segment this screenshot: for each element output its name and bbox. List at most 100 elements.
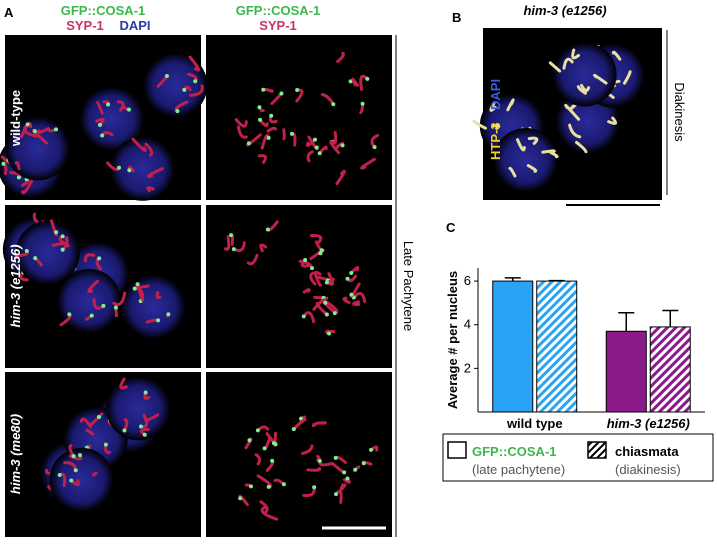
stain-label: DAPI: [488, 79, 503, 110]
chromosome: [317, 423, 326, 424]
side-label: Diakinesis: [672, 82, 687, 142]
focus: [325, 312, 329, 316]
chromosome: [543, 151, 554, 153]
focus: [61, 234, 65, 238]
focus: [33, 129, 37, 133]
focus: [175, 109, 179, 113]
nucleus: [553, 43, 617, 107]
focus: [72, 454, 76, 458]
focus: [74, 468, 78, 472]
panel-label: C: [446, 220, 456, 235]
focus: [345, 477, 349, 481]
stain-label: HTP-3: [488, 122, 503, 160]
focus: [365, 77, 369, 81]
focus: [361, 102, 365, 106]
row-label: him-3 (e1256): [8, 244, 23, 327]
bar: [650, 327, 690, 412]
header: GFP::COSA-1: [236, 3, 321, 18]
y-tick-label: 4: [464, 317, 471, 332]
focus: [182, 88, 186, 92]
focus: [58, 473, 62, 477]
focus: [104, 443, 108, 447]
focus: [166, 312, 170, 316]
focus: [258, 118, 262, 122]
micrograph: [206, 35, 392, 200]
focus: [33, 256, 37, 260]
bar: [493, 281, 533, 412]
focus: [100, 134, 104, 138]
focus: [362, 461, 366, 465]
focus: [114, 306, 118, 310]
focus: [229, 233, 233, 237]
row-label: him-3 (me80): [8, 414, 23, 494]
focus: [349, 271, 353, 275]
focus: [290, 132, 294, 136]
focus: [101, 304, 105, 308]
focus: [106, 102, 110, 106]
side-label: Late Pachytene: [401, 241, 416, 331]
focus: [272, 441, 276, 445]
micrograph: [206, 205, 392, 368]
focus: [323, 301, 327, 305]
focus: [267, 485, 271, 489]
focus: [349, 293, 353, 297]
focus: [373, 145, 377, 149]
legend-swatch: [588, 442, 606, 458]
focus: [353, 468, 357, 472]
focus: [270, 459, 274, 463]
chromosome: [284, 130, 285, 139]
focus: [334, 456, 338, 460]
focus: [144, 390, 148, 394]
focus: [97, 256, 101, 260]
legend-swatch: [448, 442, 466, 458]
focus: [98, 123, 102, 127]
x-tick-label: him-3 (e1256): [607, 416, 690, 431]
chromosome: [93, 473, 96, 475]
focus: [127, 168, 131, 172]
focus: [78, 453, 82, 457]
focus: [292, 427, 296, 431]
row-label: wild-type: [8, 90, 23, 147]
focus: [61, 248, 65, 252]
focus: [25, 249, 29, 253]
focus: [257, 105, 261, 109]
focus: [267, 136, 271, 140]
nucleus: [57, 269, 121, 333]
legend-label: GFP::COSA-1: [472, 444, 557, 459]
focus: [269, 114, 273, 118]
focus: [1, 162, 5, 166]
focus: [54, 230, 58, 234]
focus: [318, 151, 322, 155]
focus: [139, 424, 143, 428]
chromosome: [66, 238, 67, 246]
focus: [143, 433, 147, 437]
focus: [193, 79, 197, 83]
focus: [117, 166, 121, 170]
focus: [303, 258, 307, 262]
y-axis-label: Average # per nucleus: [445, 271, 460, 409]
focus: [295, 88, 299, 92]
nucleus: [106, 376, 170, 440]
focus: [331, 102, 335, 106]
panel-title: him-3 (e1256): [523, 3, 606, 18]
focus: [261, 88, 265, 92]
focus: [122, 428, 126, 432]
focus: [54, 127, 58, 131]
focus: [67, 312, 71, 316]
chromosome: [148, 188, 153, 191]
focus: [310, 266, 314, 270]
legend-note: (late pachytene): [472, 462, 565, 477]
x-tick-label: wild type: [506, 416, 563, 431]
focus: [249, 484, 253, 488]
focus: [238, 496, 242, 500]
focus: [302, 314, 306, 318]
header: DAPI: [119, 18, 150, 33]
header: SYP-1: [259, 18, 297, 33]
focus: [346, 277, 350, 281]
focus: [133, 287, 137, 291]
focus: [369, 448, 373, 452]
focus: [90, 314, 94, 318]
focus: [334, 492, 338, 496]
focus: [156, 318, 160, 322]
